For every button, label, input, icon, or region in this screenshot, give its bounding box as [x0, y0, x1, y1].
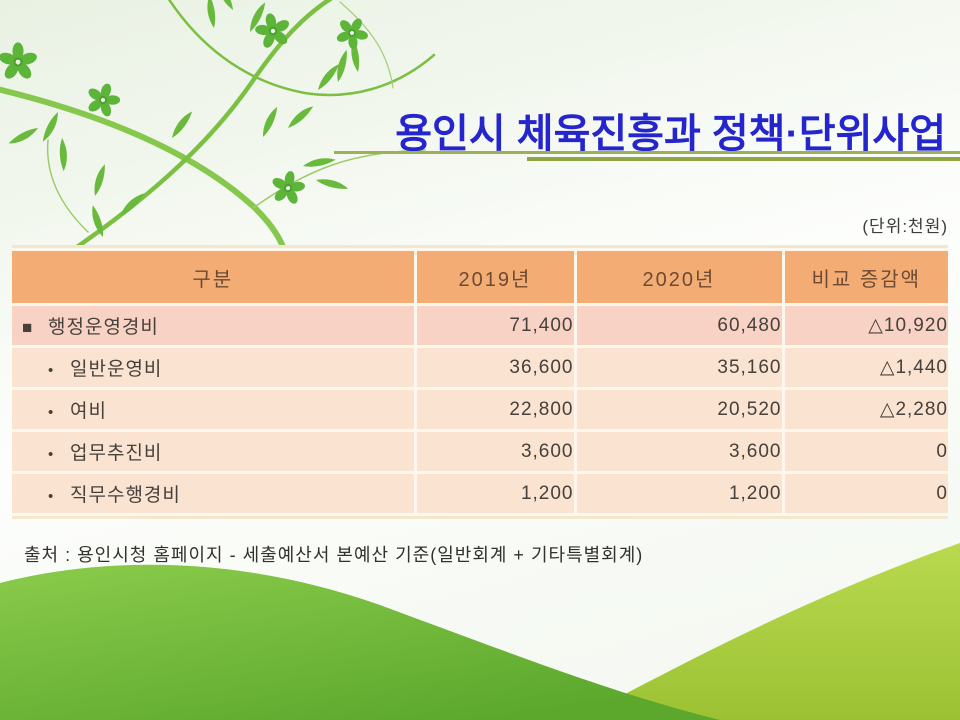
- value-2019: 3,600: [413, 429, 577, 474]
- row-category: • 여비: [12, 387, 417, 432]
- value-diff: △10,920: [781, 303, 948, 348]
- col-header-category: 구분: [12, 248, 417, 306]
- title-underline-bottom: [527, 157, 960, 161]
- source-note: 출처 : 용인시청 홈페이지 - 세출예산서 본예산 기준(일반회계 + 기타특…: [24, 545, 644, 565]
- value-diff: 0: [781, 429, 948, 474]
- row-label: 여비: [70, 401, 107, 422]
- row-category: • 일반운영비: [12, 345, 417, 390]
- dot-bullet-icon: •: [48, 362, 55, 379]
- budget-table-wrap: 구분 2019년 2020년 비교 증감액 ■ 행정운영경비 71,400 60,…: [12, 245, 948, 519]
- value-2020: 60,480: [573, 303, 785, 348]
- dot-bullet-icon: •: [48, 404, 55, 421]
- row-label: 직무수행경비: [70, 485, 181, 506]
- col-header-2020: 2020년: [573, 248, 785, 306]
- row-travel-expenses: • 여비 22,800 20,520 △2,280: [12, 387, 948, 432]
- row-category: • 직무수행경비: [12, 471, 417, 516]
- value-diff: △1,440: [781, 345, 948, 390]
- value-2020: 1,200: [573, 471, 785, 516]
- dark-hill: [0, 564, 720, 720]
- row-admin-operating-expenses: ■ 행정운영경비 71,400 60,480 △10,920: [12, 303, 948, 348]
- col-header-2019: 2019년: [413, 248, 577, 306]
- row-duty-performance: • 직무수행경비 1,200 1,200 0: [12, 471, 948, 516]
- row-category: ■ 행정운영경비: [12, 303, 417, 348]
- col-header-diff: 비교 증감액: [781, 248, 948, 306]
- value-2020: 3,600: [573, 429, 785, 474]
- table-header-row: 구분 2019년 2020년 비교 증감액: [12, 248, 948, 306]
- budget-table: 구분 2019년 2020년 비교 증감액 ■ 행정운영경비 71,400 60,…: [12, 248, 948, 516]
- value-diff: 0: [781, 471, 948, 516]
- square-bullet-icon: ■: [22, 318, 34, 337]
- light-hill: [575, 543, 960, 720]
- value-2019: 36,600: [413, 345, 577, 390]
- floral-vine-decoration: [0, 0, 436, 258]
- value-2019: 22,800: [413, 387, 577, 432]
- value-2020: 35,160: [573, 345, 785, 390]
- row-label: 업무추진비: [70, 443, 163, 464]
- title-underline-top: [334, 151, 960, 154]
- row-business-promotion: • 업무추진비 3,600 3,600 0: [12, 429, 948, 474]
- value-diff: △2,280: [781, 387, 948, 432]
- row-label: 행정운영경비: [48, 317, 159, 338]
- row-general-operating: • 일반운영비 36,600 35,160 △1,440: [12, 345, 948, 390]
- value-2019: 1,200: [413, 471, 577, 516]
- unit-note: (단위:천원): [862, 217, 948, 236]
- row-category: • 업무추진비: [12, 429, 417, 474]
- row-label: 일반운영비: [70, 359, 163, 380]
- dot-bullet-icon: •: [48, 488, 55, 505]
- value-2019: 71,400: [413, 303, 577, 348]
- slide-title: 용인시 체육진흥과 정책·단위사업: [395, 112, 946, 156]
- value-2020: 20,520: [573, 387, 785, 432]
- hills-decoration: [0, 543, 960, 720]
- dot-bullet-icon: •: [48, 446, 55, 463]
